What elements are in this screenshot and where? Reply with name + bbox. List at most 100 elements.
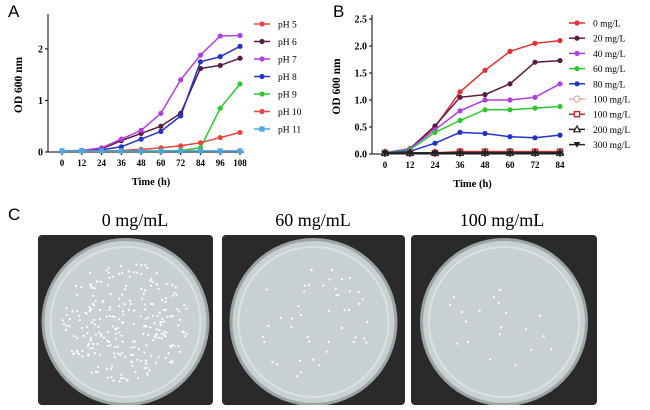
colony (65, 324, 68, 327)
colony (97, 325, 100, 329)
colony (136, 271, 139, 274)
colony (143, 367, 146, 370)
colony (89, 283, 92, 286)
colony (121, 340, 124, 343)
colony (121, 293, 124, 296)
colony (94, 299, 97, 302)
data-point (532, 94, 538, 100)
data-point (138, 127, 144, 133)
legend-label: pH 9 (278, 91, 297, 101)
legend-entry: 200 mg/L (569, 124, 630, 136)
data-point (532, 40, 538, 46)
y-tick-label: 2.0 (355, 42, 368, 53)
data-point (507, 97, 513, 103)
colony (95, 280, 99, 283)
colony (279, 316, 282, 320)
colony (140, 287, 143, 290)
colony (86, 344, 90, 347)
x-tick-label: 48 (481, 160, 491, 170)
colony (123, 303, 126, 306)
colony (133, 271, 136, 274)
y-axis-title: OD 600 nm (331, 58, 343, 115)
legend-label: pH 8 (278, 73, 297, 83)
colony (92, 318, 96, 321)
colony (116, 345, 120, 348)
colony (530, 348, 533, 351)
legend-entry: 20 mg/L (569, 35, 626, 45)
series-line (62, 83, 241, 152)
colony (155, 328, 158, 331)
colony (118, 331, 121, 334)
colony (64, 328, 68, 331)
colony (109, 343, 112, 347)
colony (358, 302, 361, 305)
colony (325, 350, 328, 353)
data-point (506, 150, 514, 157)
colony (100, 280, 103, 283)
data-point (557, 132, 563, 138)
x-tick-label: 72 (531, 160, 541, 170)
colony (128, 275, 131, 278)
series-6 (59, 148, 243, 154)
colony (129, 353, 132, 356)
data-point (457, 117, 463, 124)
legend-marker (574, 66, 580, 72)
dish-inner-ring (49, 246, 202, 398)
legend-marker (573, 95, 581, 103)
colony (144, 317, 147, 320)
colony (110, 365, 114, 368)
colony (61, 319, 64, 322)
colony (109, 292, 112, 296)
colony (91, 346, 95, 350)
colony (460, 310, 463, 314)
colony (327, 309, 331, 313)
colony (108, 276, 111, 280)
data-point (118, 148, 124, 154)
data-point (381, 150, 389, 157)
colony (134, 371, 137, 374)
colony (162, 320, 165, 323)
data-point (482, 107, 488, 113)
dish-label-100: 100 mg/mL (459, 210, 545, 230)
colony (160, 298, 164, 301)
legend-marker (574, 50, 580, 57)
colony (86, 332, 89, 335)
colony (171, 315, 174, 318)
x-tick-label: 84 (556, 160, 566, 170)
data-point (237, 55, 243, 61)
colony (116, 327, 119, 330)
x-tick-label: 96 (216, 158, 226, 168)
colony (91, 294, 95, 297)
data-point (217, 148, 223, 154)
colony (271, 361, 274, 364)
colony (139, 315, 142, 318)
legend-marker (259, 91, 265, 97)
legend-label: 100 mg/L (593, 96, 630, 106)
colony (106, 339, 109, 342)
colony (109, 367, 113, 371)
colony (153, 336, 156, 339)
colony (143, 351, 146, 354)
data-point (237, 129, 243, 136)
data-point (197, 59, 204, 65)
colony (75, 310, 79, 313)
colony (361, 298, 364, 301)
colony (106, 284, 110, 287)
colony (106, 376, 109, 379)
legend-label: pH 7 (278, 56, 297, 66)
colony (164, 356, 167, 359)
colony (150, 302, 153, 306)
colony (181, 330, 184, 333)
legend-marker (573, 110, 581, 118)
colony (299, 313, 303, 317)
colony (90, 286, 94, 289)
agar-surface (423, 241, 585, 403)
legend-label: 300 mg/L (593, 141, 630, 151)
colony (93, 287, 96, 290)
colony (123, 288, 126, 291)
colony (93, 352, 96, 355)
legend-label: 40 mg/L (593, 50, 626, 60)
colony (88, 310, 91, 313)
colony (105, 367, 108, 371)
colony (492, 295, 496, 299)
